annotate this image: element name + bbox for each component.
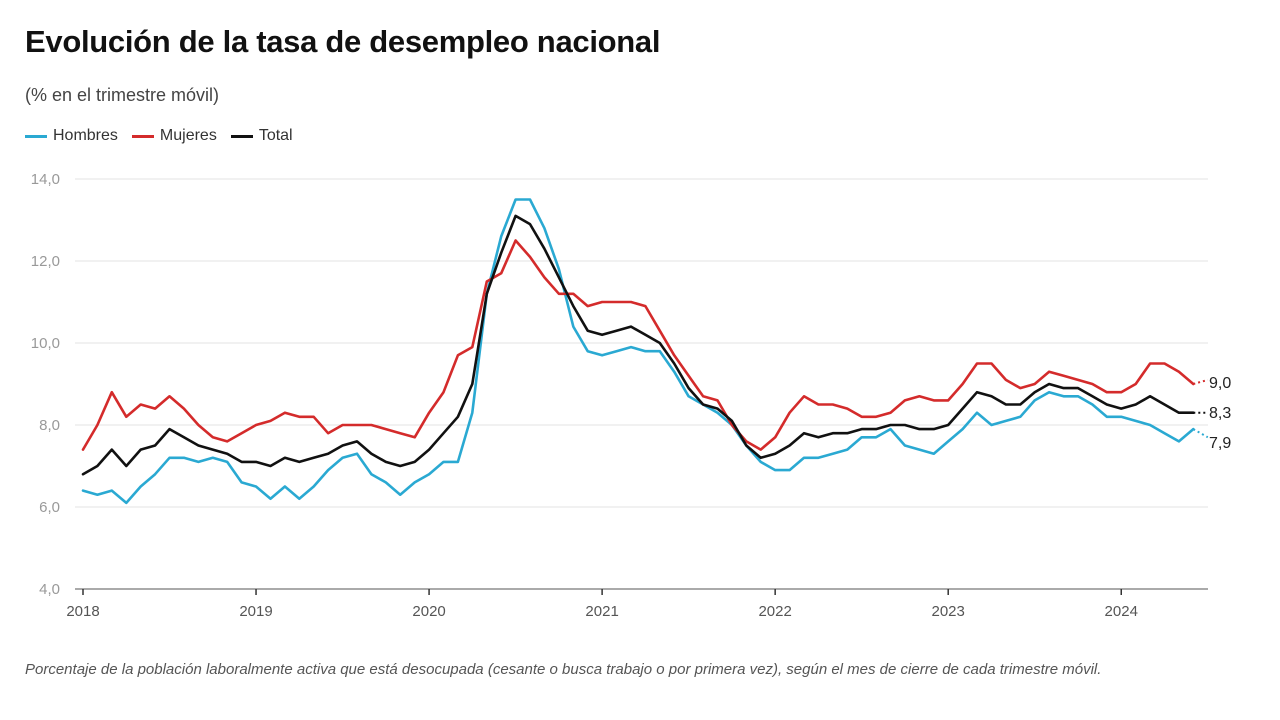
y-tick-label-2: 8,0: [39, 417, 60, 434]
legend-item-total: Total: [230, 127, 293, 145]
y-tick-label-3: 10,0: [31, 335, 60, 352]
chart-footnote: Porcentaje de la población laboralmente …: [25, 661, 1102, 678]
end-label-hombres: 7,9: [1209, 435, 1231, 452]
series-line-hombres: [81, 198, 1195, 505]
chart-title: Evolución de la tasa de desempleo nacion…: [25, 24, 661, 59]
x-tick-label-2024: 2024: [1105, 603, 1138, 620]
x-tick-label-2020: 2020: [412, 603, 445, 620]
legend-label-hombres: Hombres: [53, 127, 118, 144]
x-tick-label-2021: 2021: [585, 603, 618, 620]
x-tick-label-2023: 2023: [932, 603, 965, 620]
chart-legend: Hombres Mujeres Total: [25, 127, 293, 145]
legend-swatch-total: [230, 134, 253, 138]
y-tick-label-4: 12,0: [31, 253, 60, 270]
series-tail-hombres: [1192, 428, 1209, 439]
legend-label-total: Total: [258, 127, 293, 144]
series-line-total: [81, 214, 1195, 476]
legend-label-mujeres: Mujeres: [159, 127, 217, 144]
x-tick-label-2019: 2019: [239, 603, 272, 620]
legend-swatch-mujeres: [131, 134, 154, 138]
end-label-total: 8,3: [1209, 405, 1231, 422]
end-label-mujeres: 9,0: [1209, 375, 1231, 392]
chart-subtitle: (% en el trimestre móvil): [25, 85, 220, 105]
legend-item-hombres: Hombres: [25, 127, 118, 145]
series-line-mujeres: [81, 239, 1195, 451]
line-chart: 4,0 6,0 8,0 10,0 12,0 14,0 2018 2019 2020 2021 202…: [31, 171, 1232, 620]
y-tick-label-5: 14,0: [31, 171, 60, 188]
y-tick-label-0: 4,0: [39, 581, 60, 598]
series-tail-mujeres: [1193, 378, 1209, 385]
x-tick-label-2022: 2022: [758, 603, 791, 620]
legend-item-mujeres: Mujeres: [131, 127, 217, 145]
y-tick-label-1: 6,0: [39, 499, 60, 516]
legend-swatch-hombres: [25, 134, 47, 138]
x-tick-label-2018: 2018: [66, 603, 99, 620]
